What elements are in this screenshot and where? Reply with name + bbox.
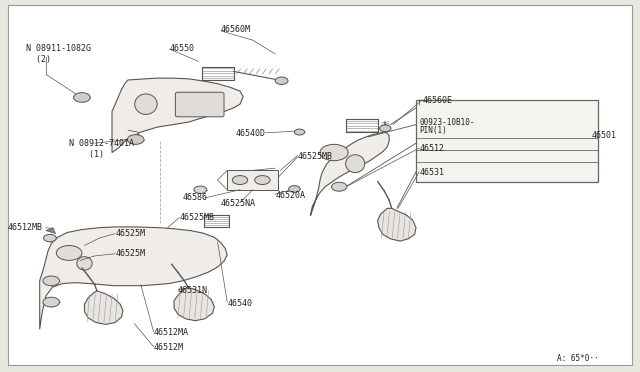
Text: 46512M: 46512M: [154, 343, 184, 352]
Circle shape: [332, 182, 347, 191]
Text: 46525NA: 46525NA: [221, 199, 256, 208]
Polygon shape: [46, 228, 56, 234]
Circle shape: [294, 129, 305, 135]
Circle shape: [289, 186, 300, 192]
Text: 46525MB: 46525MB: [179, 213, 214, 222]
Text: 46525M: 46525M: [115, 229, 145, 238]
Circle shape: [43, 276, 60, 286]
Ellipse shape: [77, 257, 92, 270]
Text: N 08912-7401A
    (1): N 08912-7401A (1): [69, 139, 134, 158]
Circle shape: [43, 297, 60, 307]
Polygon shape: [310, 132, 389, 216]
Text: 46550: 46550: [170, 44, 195, 53]
Text: 46540D: 46540D: [236, 129, 266, 138]
Text: 46540: 46540: [227, 299, 252, 308]
Text: 46525M: 46525M: [115, 249, 145, 258]
Circle shape: [320, 144, 348, 161]
Polygon shape: [227, 170, 278, 190]
Circle shape: [275, 77, 288, 84]
Text: 46560E: 46560E: [422, 96, 452, 105]
Polygon shape: [40, 227, 227, 329]
Text: 46525MB: 46525MB: [298, 152, 333, 161]
Text: 46501: 46501: [592, 131, 617, 140]
Text: 46512: 46512: [419, 144, 444, 153]
Text: N 08911-1082G
  (2): N 08911-1082G (2): [26, 44, 91, 64]
Ellipse shape: [135, 94, 157, 115]
Text: 00923-10B10-: 00923-10B10-: [419, 118, 475, 127]
Polygon shape: [84, 291, 123, 324]
Polygon shape: [378, 208, 416, 241]
Circle shape: [56, 246, 82, 260]
Circle shape: [255, 176, 270, 185]
Bar: [416, 100, 598, 182]
Circle shape: [74, 93, 90, 102]
Text: PIN(1): PIN(1): [419, 126, 447, 135]
Circle shape: [380, 125, 391, 132]
Polygon shape: [112, 78, 243, 153]
Text: 46586: 46586: [182, 193, 207, 202]
Ellipse shape: [346, 155, 365, 173]
Text: 46531: 46531: [419, 169, 444, 177]
Circle shape: [232, 176, 248, 185]
Text: 46512MA: 46512MA: [154, 328, 189, 337]
Text: 46531N: 46531N: [178, 286, 208, 295]
Text: A: 65*0··: A: 65*0··: [557, 355, 598, 363]
Polygon shape: [174, 287, 214, 321]
FancyBboxPatch shape: [175, 92, 224, 117]
Text: 46560M: 46560M: [221, 25, 251, 34]
Text: 46512MB: 46512MB: [8, 223, 43, 232]
Circle shape: [127, 135, 144, 144]
Circle shape: [44, 234, 56, 242]
Text: 46520A: 46520A: [275, 191, 305, 200]
Circle shape: [194, 186, 207, 193]
